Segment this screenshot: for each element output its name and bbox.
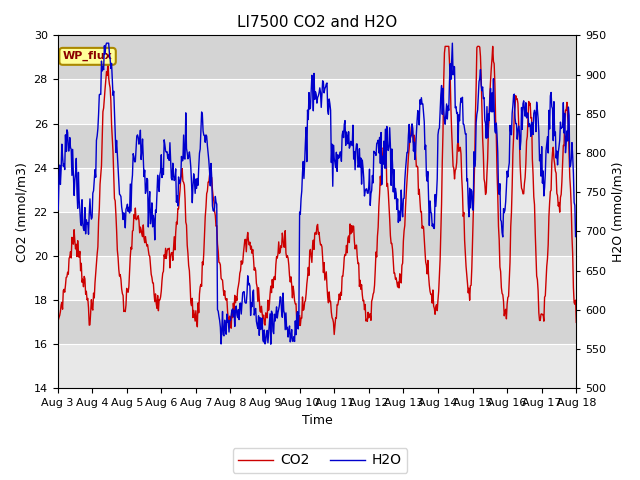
Bar [58,300,576,344]
Bar [58,80,576,123]
Legend: CO2, H2O: CO2, H2O [233,448,407,473]
Line: CO2: CO2 [58,47,576,335]
Bar [58,123,576,168]
Bar [58,256,576,300]
X-axis label: Time: Time [301,414,332,427]
Bar [58,36,576,80]
Line: H2O: H2O [58,43,576,344]
Bar [58,212,576,256]
Y-axis label: H2O (mmol/m3): H2O (mmol/m3) [612,162,625,262]
Text: WP_flux: WP_flux [63,51,113,61]
Bar [58,344,576,388]
Title: LI7500 CO2 and H2O: LI7500 CO2 and H2O [237,15,397,30]
Bar [58,168,576,212]
Y-axis label: CO2 (mmol/m3): CO2 (mmol/m3) [15,162,28,262]
